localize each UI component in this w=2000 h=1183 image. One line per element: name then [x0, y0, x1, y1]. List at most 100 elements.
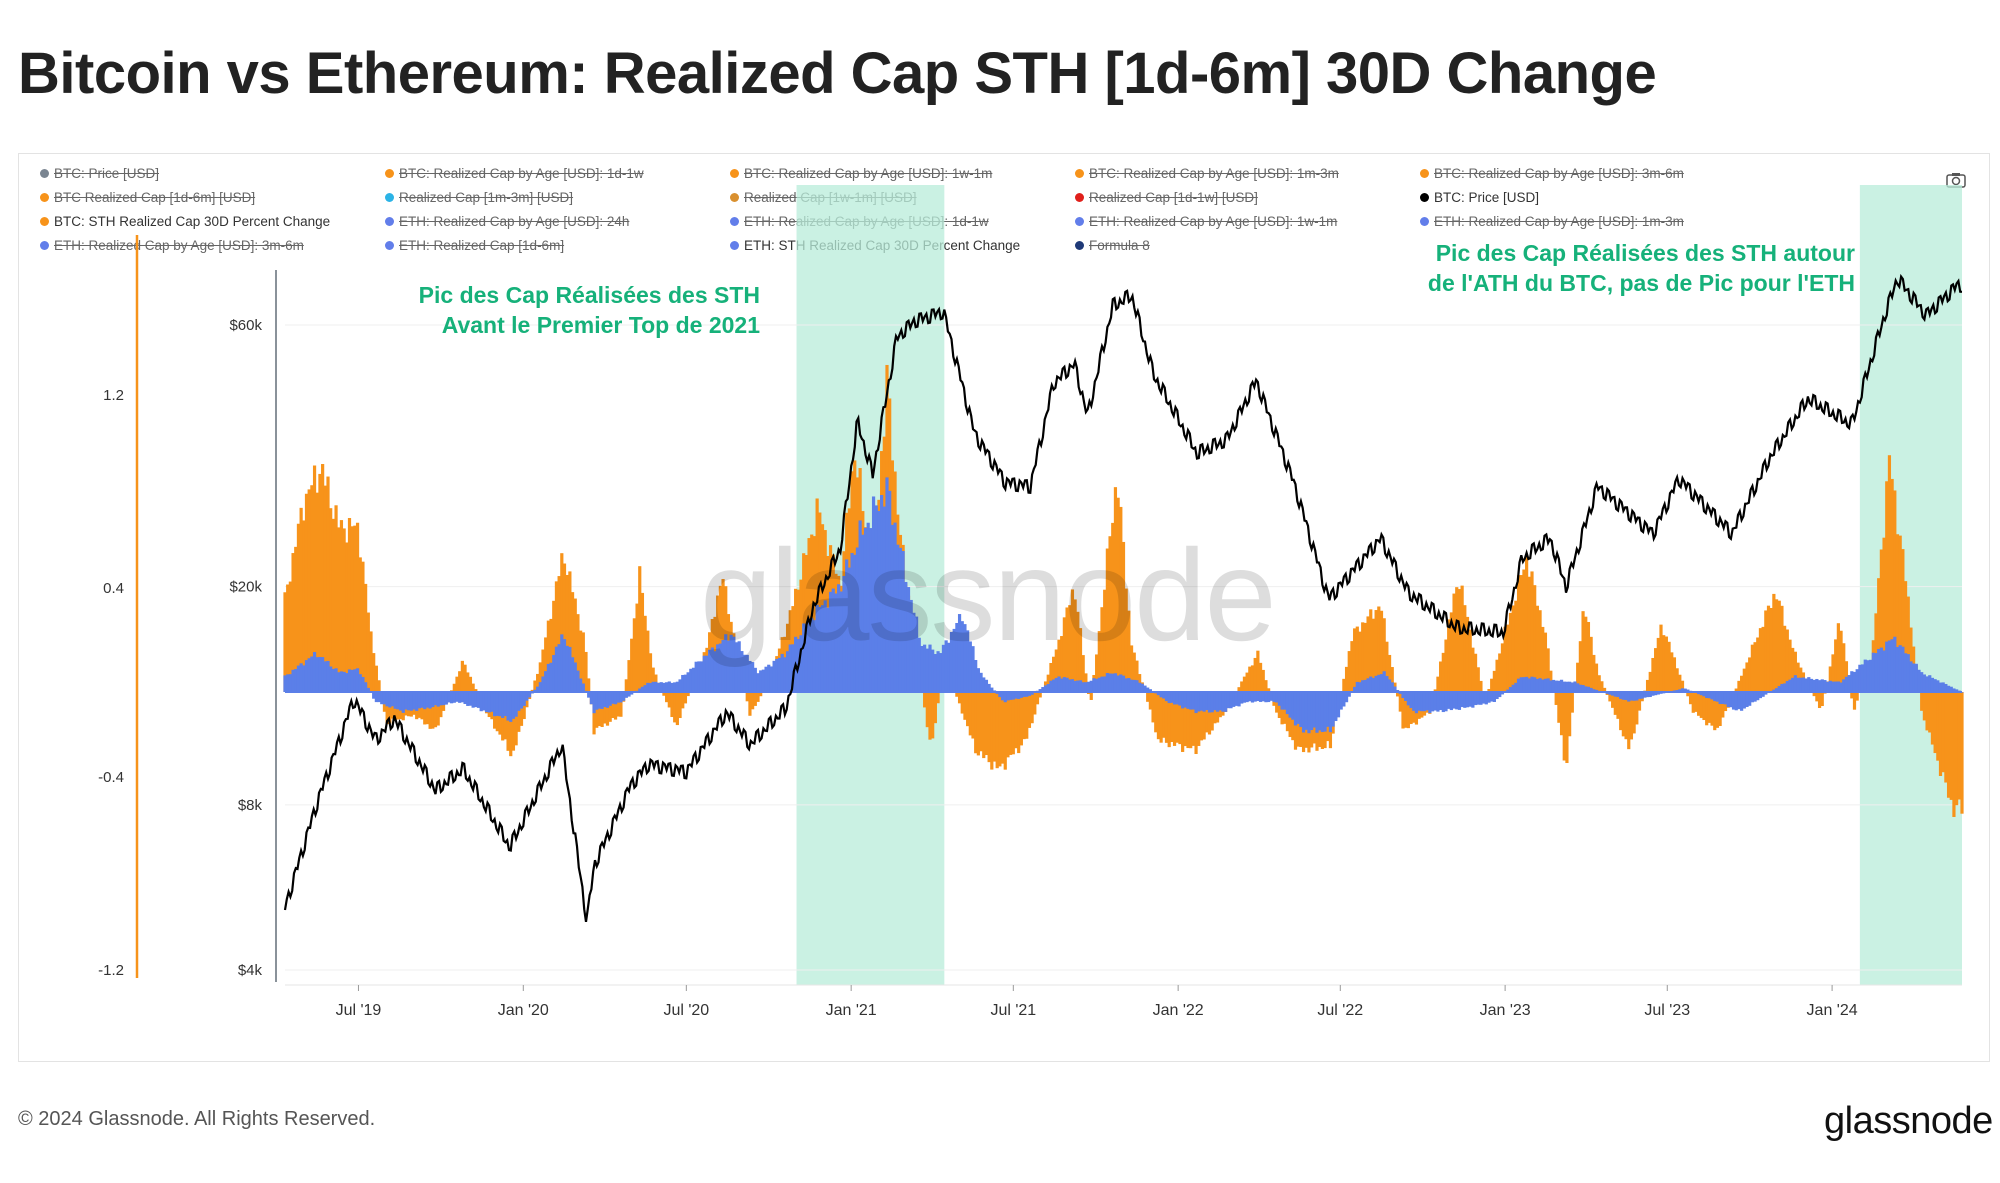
- legend-marker: [385, 193, 394, 202]
- btc-change-bar: [1387, 654, 1392, 692]
- legend-item[interactable]: ETH: Realized Cap by Age [USD]: 24h: [385, 214, 629, 229]
- btc-change-bar: [1027, 692, 1032, 728]
- eth-change-bar: [845, 559, 849, 692]
- eth-change-bar: [1783, 683, 1787, 692]
- eth-change-bar: [737, 641, 741, 692]
- eth-change-bar: [1084, 682, 1088, 692]
- eth-change-bar: [310, 656, 314, 692]
- eth-change-bar: [1132, 679, 1136, 692]
- btc-change-bar: [933, 692, 937, 724]
- eth-change-bar: [302, 665, 306, 692]
- eth-change-bar: [1912, 663, 1916, 692]
- btc-change-bar: [549, 618, 553, 692]
- eth-change-bar: [952, 628, 956, 692]
- btc-change-bar: [315, 492, 319, 692]
- legend-item[interactable]: Realized Cap [1d-1w] [USD]: [1075, 190, 1258, 205]
- btc-change-bar: [1586, 621, 1591, 692]
- eth-change-bar: [1823, 680, 1827, 692]
- btc-change-bar: [560, 553, 564, 692]
- btc-change-bar: [1186, 692, 1190, 749]
- eth-change-bar: [525, 692, 529, 701]
- btc-change-bar: [1570, 692, 1574, 713]
- btc-change-bar: [681, 692, 685, 709]
- eth-change-bar: [1871, 652, 1875, 692]
- eth-change-bar: [1232, 692, 1236, 707]
- btc-change-bar: [1086, 692, 1091, 695]
- legend-item[interactable]: Formula 8: [1075, 238, 1150, 253]
- eth-change-bar: [1702, 692, 1706, 697]
- eth-change-bar: [726, 640, 731, 692]
- eth-change-bar: [1729, 692, 1733, 708]
- btc-change-bar: [471, 683, 475, 692]
- eth-change-bar: [1721, 692, 1725, 705]
- eth-change-bar: [355, 668, 360, 692]
- legend-item[interactable]: BTC: Price [USD]: [40, 166, 159, 181]
- legend-marker: [1075, 217, 1084, 226]
- eth-change-bar: [1944, 683, 1948, 692]
- eth-change-bar: [1412, 692, 1416, 711]
- eth-change-bar: [299, 663, 303, 692]
- btc-change-bar: [1554, 692, 1558, 705]
- btc-change-bar: [323, 485, 327, 692]
- legend-marker: [385, 169, 394, 178]
- btc-change-bar: [1205, 692, 1209, 733]
- btc-change-bar: [288, 581, 292, 692]
- eth-change-bar: [1530, 676, 1534, 692]
- eth-change-bar: [1326, 692, 1330, 727]
- btc-change-bar: [283, 592, 287, 692]
- legend-item[interactable]: BTC: Realized Cap by Age [USD]: 1d-1w: [385, 166, 644, 181]
- btc-change-bar: [1737, 680, 1741, 692]
- legend-item[interactable]: BTC: STH Realized Cap 30D Percent Change: [40, 214, 330, 229]
- btc-change-bar: [616, 692, 620, 717]
- btc-change-bar: [1629, 692, 1634, 740]
- legend-item[interactable]: BTC: Price [USD]: [1420, 190, 1539, 205]
- eth-change-bar: [1495, 692, 1499, 700]
- legend-item[interactable]: ETH: Realized Cap by Age [USD]: 1m-3m: [1420, 214, 1684, 229]
- legend-item[interactable]: ETH: Realized Cap by Age [USD]: 1w-1m: [1075, 214, 1337, 229]
- btc-change-bar: [1632, 692, 1636, 734]
- eth-change-bar: [605, 692, 610, 708]
- eth-change-bar: [417, 692, 421, 709]
- eth-change-bar: [933, 654, 937, 692]
- btc-change-bar: [925, 692, 929, 728]
- legend-item[interactable]: Realized Cap [1m-3m] [USD]: [385, 190, 573, 205]
- legend-item[interactable]: BTC: Realized Cap by Age [USD]: 1w-1m: [730, 166, 992, 181]
- btc-change-bar: [374, 665, 378, 692]
- eth-change-bar: [1492, 692, 1496, 703]
- eth-change-bar: [928, 644, 932, 692]
- eth-change-bar: [1202, 692, 1206, 712]
- legend-item[interactable]: ETH: Realized Cap by Age [USD]: 3m-6m: [40, 238, 304, 253]
- eth-change-bar: [893, 522, 897, 692]
- eth-change-bar: [312, 652, 317, 692]
- eth-change-bar: [1608, 692, 1612, 695]
- eth-change-bar: [1022, 692, 1026, 697]
- eth-change-bar: [866, 522, 870, 692]
- legend-item[interactable]: ETH: Realized Cap [1d-6m]: [385, 238, 564, 253]
- btc-change-bar: [334, 505, 338, 692]
- btc-change-bar: [1103, 589, 1107, 692]
- btc-change-bar: [632, 618, 636, 692]
- eth-change-bar: [1753, 692, 1757, 702]
- eth-change-bar: [1011, 692, 1015, 700]
- btc-change-bar: [541, 649, 545, 692]
- eth-change-bar: [1611, 692, 1615, 696]
- eth-change-bar: [1199, 692, 1204, 711]
- eth-change-bar: [1922, 674, 1926, 692]
- btc-change-bar: [1452, 593, 1456, 692]
- eth-change-bar: [1052, 679, 1056, 692]
- btc-change-bar: [355, 522, 360, 692]
- eth-change-bar: [460, 692, 464, 703]
- legend-item[interactable]: BTC: Realized Cap by Age [USD]: 1m-3m: [1075, 166, 1339, 181]
- legend-item[interactable]: BTC Realized Cap [1d-6m] [USD]: [40, 190, 255, 205]
- eth-change-bar: [554, 646, 559, 692]
- eth-change-bar: [1000, 692, 1005, 701]
- btc-change-bar: [686, 692, 690, 697]
- eth-change-bar: [286, 674, 290, 692]
- price-axis-tick-label: $20k: [229, 579, 262, 596]
- btc-change-bar: [1511, 605, 1515, 692]
- btc-change-bar: [1503, 626, 1507, 692]
- legend-item[interactable]: BTC: Realized Cap by Age [USD]: 3m-6m: [1420, 166, 1684, 181]
- eth-change-bar: [364, 682, 368, 692]
- eth-change-bar: [1272, 692, 1276, 702]
- btc-change-bar: [1492, 670, 1496, 692]
